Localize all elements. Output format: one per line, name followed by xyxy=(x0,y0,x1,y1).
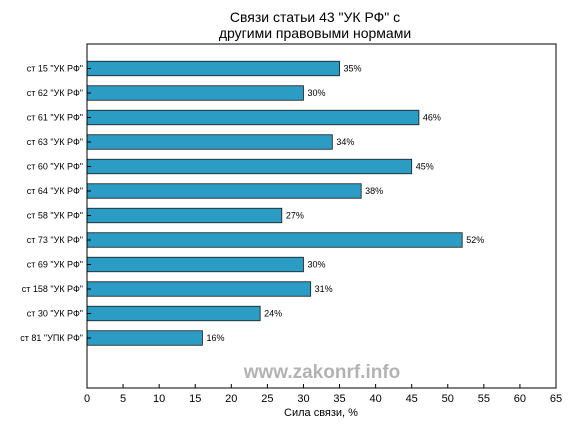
bar xyxy=(86,330,203,346)
value-label: 31% xyxy=(315,284,333,294)
x-tick-label: 65 xyxy=(550,393,562,405)
category-label: ст 69 "УК РФ" xyxy=(27,260,83,270)
value-label: 16% xyxy=(206,333,224,343)
category-label: ст 64 "УК РФ" xyxy=(27,186,83,196)
category-label: ст 73 "УК РФ" xyxy=(27,235,83,245)
x-tick-label: 15 xyxy=(189,393,201,405)
value-label: 27% xyxy=(286,211,304,221)
value-label: 45% xyxy=(416,162,434,172)
bar xyxy=(86,158,413,175)
x-tick-label: 20 xyxy=(225,393,237,405)
bar xyxy=(86,60,340,77)
x-tick-label: 5 xyxy=(120,393,126,405)
value-label: 30% xyxy=(307,260,325,270)
x-tick-label: 55 xyxy=(478,393,490,405)
x-axis-title: Сила связи, % xyxy=(284,407,358,419)
value-label: 46% xyxy=(423,113,441,123)
bar xyxy=(86,232,463,248)
bar xyxy=(86,305,261,322)
bar xyxy=(86,281,312,297)
x-tick-label: 50 xyxy=(442,393,454,405)
category-label: ст 61 "УК РФ" xyxy=(27,113,83,123)
value-label: 24% xyxy=(264,309,282,319)
x-tick-label: 60 xyxy=(514,393,526,405)
bar xyxy=(86,109,420,126)
category-label: ст 15 "УК РФ" xyxy=(27,64,83,74)
x-tick-label: 45 xyxy=(406,393,418,405)
chart-title-line-1: Связи статьи 43 "УК РФ" с xyxy=(230,9,400,25)
value-label: 38% xyxy=(365,186,383,196)
bar xyxy=(86,183,362,199)
watermark: www.zakonrf.info xyxy=(243,362,401,383)
x-tick-label: 30 xyxy=(297,393,309,405)
category-label: ст 30 "УК РФ" xyxy=(27,309,83,319)
category-label: ст 58 "УК РФ" xyxy=(27,211,83,221)
x-ticks-group: 0 5 10 15 20 25 30 35 40 45 50 55 60 65 xyxy=(84,384,562,405)
category-label: ст 60 "УК РФ" xyxy=(27,162,83,172)
x-tick-label: 25 xyxy=(261,393,273,405)
value-label: 34% xyxy=(336,137,354,147)
bars-group: ст 15 "УК РФ" 35% ст 62 "УК РФ" 30% ст 61 "У… xyxy=(20,60,484,346)
value-label: 52% xyxy=(466,235,484,245)
value-label: 30% xyxy=(307,88,325,98)
x-tick-label: 40 xyxy=(369,393,381,405)
bar xyxy=(86,207,283,224)
x-tick-label: 0 xyxy=(84,393,90,405)
x-tick-label: 35 xyxy=(333,393,345,405)
bar xyxy=(86,256,304,273)
x-tick-label: 10 xyxy=(153,393,165,405)
plot-frame xyxy=(86,43,557,389)
value-label: 35% xyxy=(344,64,362,74)
chart-title-line-2: другими правовыми нормами xyxy=(219,25,411,41)
category-label: ст 81 "УПК РФ" xyxy=(20,333,83,343)
category-label: ст 158 "УК РФ" xyxy=(22,284,83,294)
bar xyxy=(86,85,304,101)
category-label: ст 62 "УК РФ" xyxy=(27,88,83,98)
bar xyxy=(86,134,333,150)
category-label: ст 63 "УК РФ" xyxy=(27,137,83,147)
